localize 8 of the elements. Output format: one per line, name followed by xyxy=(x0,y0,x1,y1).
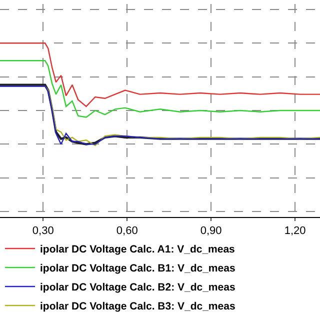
x-tick-label: 0,30 xyxy=(32,225,54,238)
legend-label: ipolar DC Voltage Calc. B2: V_dc_meas xyxy=(40,282,236,294)
x-tick-label: 1,20 xyxy=(284,225,306,238)
legend-label: ipolar DC Voltage Calc. B3: V_dc_meas xyxy=(40,300,236,313)
legend-label: ipolar DC Voltage Calc. A1: V_dc_meas xyxy=(40,244,236,256)
legend-label: ipolar DC Voltage Calc. B1: V_dc_meas xyxy=(40,262,236,275)
x-tick-label: 0,60 xyxy=(116,225,138,238)
x-tick-label: 0,90 xyxy=(200,225,222,238)
